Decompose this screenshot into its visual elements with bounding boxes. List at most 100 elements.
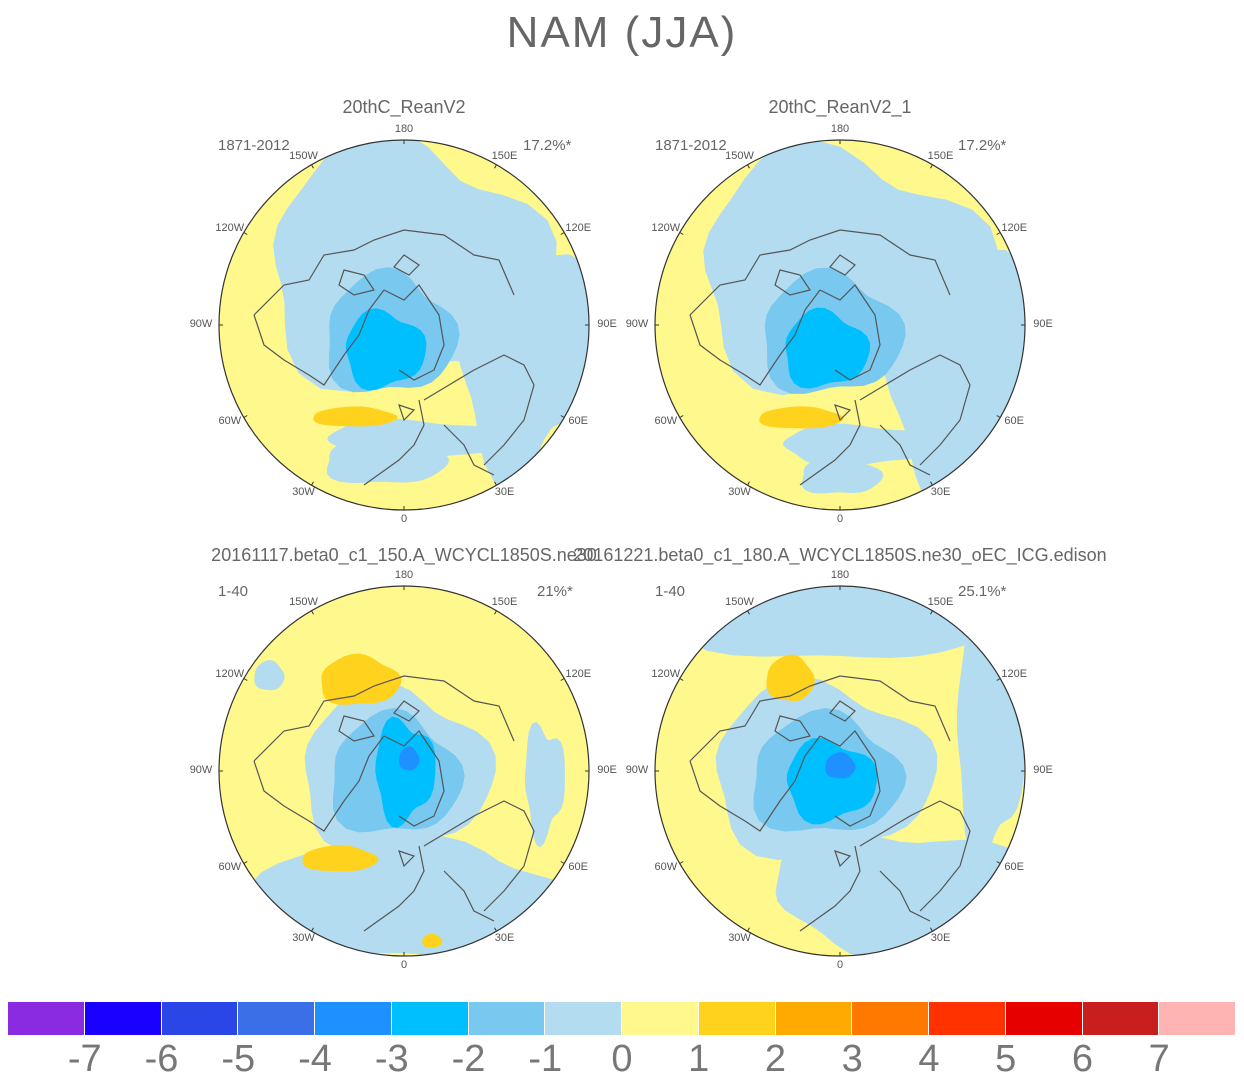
longitude-label: 60E <box>568 860 588 873</box>
longitude-tick <box>747 164 750 169</box>
panel-period: 1871-2012 <box>655 137 727 154</box>
contour-region <box>313 406 398 427</box>
colorbar-swatch <box>1159 1002 1236 1035</box>
polar-map <box>218 585 590 957</box>
coastline <box>363 845 425 932</box>
coastline <box>799 399 861 486</box>
longitude-tick <box>930 481 933 486</box>
longitude-label: 30E <box>494 486 515 499</box>
colorbar-label: 4 <box>918 1038 940 1080</box>
longitude-label: 150W <box>289 149 318 162</box>
colorbar-swatch <box>852 1002 929 1035</box>
contour-region <box>759 406 844 429</box>
longitude-tick <box>560 861 565 864</box>
longitude-tick <box>747 481 750 486</box>
longitude-label: 90E <box>597 764 617 776</box>
longitude-label: 0 <box>836 513 844 525</box>
coastline <box>253 229 515 316</box>
contour-region <box>786 738 878 825</box>
longitude-label: 120W <box>651 221 681 234</box>
longitude-tick <box>243 232 248 235</box>
colorbar-labels: -7 -6 -5 -4 -3 -2 -1 0 1 2 3 4 5 6 7 <box>8 1038 1236 1082</box>
colorbar-swatch <box>391 1002 469 1035</box>
colorbar-label: -2 <box>451 1038 486 1080</box>
longitude-tick <box>311 610 314 615</box>
panel-variance: 17.2%* <box>523 137 572 154</box>
longitude-label: 30W <box>292 932 315 945</box>
coastline <box>383 284 445 381</box>
longitude-label: 120W <box>215 667 245 680</box>
coastline <box>774 715 811 742</box>
contour-region <box>785 307 870 389</box>
longitude-label: 90E <box>1033 764 1053 776</box>
coastline <box>363 399 425 486</box>
longitude-label: 120W <box>651 667 681 680</box>
colorbar-label: 5 <box>995 1038 1017 1080</box>
colorbar-swatch <box>698 1002 776 1035</box>
coastline <box>398 850 416 868</box>
coastline <box>443 870 495 922</box>
contour-region <box>783 423 944 467</box>
coastline <box>338 269 375 296</box>
longitude-tick <box>560 415 565 418</box>
panel-title: 20161221.beta0_c1_180.A_WCYCL1850S.ne30_… <box>573 545 1107 565</box>
coastline <box>829 254 856 276</box>
longitude-label: 150W <box>289 595 318 608</box>
colorbar-swatch <box>468 1002 546 1035</box>
coastline <box>338 715 375 742</box>
longitude-label: 30E <box>494 932 515 945</box>
colorbar-label: -3 <box>374 1038 409 1080</box>
colorbar-label: -6 <box>144 1038 179 1080</box>
longitude-label: 180 <box>830 123 850 135</box>
longitude-label: 0 <box>400 959 408 971</box>
coastline <box>689 735 821 832</box>
coastline <box>774 269 811 296</box>
colorbar-swatch <box>238 1002 315 1035</box>
contour-region <box>302 845 379 872</box>
panel-period: 1-40 <box>655 583 686 600</box>
coastline <box>393 700 420 722</box>
polar-map <box>218 139 590 511</box>
coastline <box>253 735 385 832</box>
longitude-label: 60W <box>218 414 242 427</box>
colorbar-label: -4 <box>298 1038 332 1080</box>
coastline <box>829 700 856 722</box>
colorbar-swatch <box>315 1002 392 1035</box>
longitude-label: 60E <box>568 414 588 427</box>
coastline <box>253 289 385 386</box>
panel-variance: 17.2%* <box>958 137 1007 154</box>
colorbar-swatch <box>545 1002 622 1035</box>
longitude-label: 60W <box>218 860 242 873</box>
longitude-label: 60W <box>654 860 678 873</box>
coastline <box>689 229 951 316</box>
longitude-label: 120E <box>1001 667 1028 680</box>
colorbar-label: -5 <box>221 1038 256 1080</box>
longitude-tick <box>747 927 750 932</box>
longitude-label: 180 <box>394 123 414 135</box>
longitude-label: 150E <box>927 149 954 162</box>
longitude-tick <box>679 861 684 864</box>
coastline <box>819 284 881 381</box>
colorbar-label: -7 <box>67 1038 102 1080</box>
figure-title: NAM (JJA) <box>506 8 738 57</box>
longitude-label: 180 <box>394 569 414 581</box>
colorbar-swatch <box>1082 1002 1160 1035</box>
longitude-label: 180 <box>830 569 850 581</box>
longitude-label: 90W <box>625 318 649 330</box>
colorbar-swatch <box>1005 1002 1083 1035</box>
longitude-label: 0 <box>400 513 408 525</box>
contour-region <box>321 653 402 705</box>
coastline <box>689 675 951 762</box>
colorbar-label: -1 <box>528 1038 563 1080</box>
longitude-tick <box>243 415 248 418</box>
longitude-label: 150E <box>927 595 954 608</box>
polar-map <box>654 139 1026 511</box>
coastline <box>689 289 821 386</box>
longitude-tick <box>243 678 248 681</box>
longitude-tick <box>747 610 750 615</box>
longitude-tick <box>930 164 933 169</box>
longitude-label: 60W <box>654 414 678 427</box>
longitude-tick <box>679 232 684 235</box>
panel-title: 20thC_ReanV2 <box>342 97 466 117</box>
colorbar-label: 1 <box>688 1038 710 1080</box>
